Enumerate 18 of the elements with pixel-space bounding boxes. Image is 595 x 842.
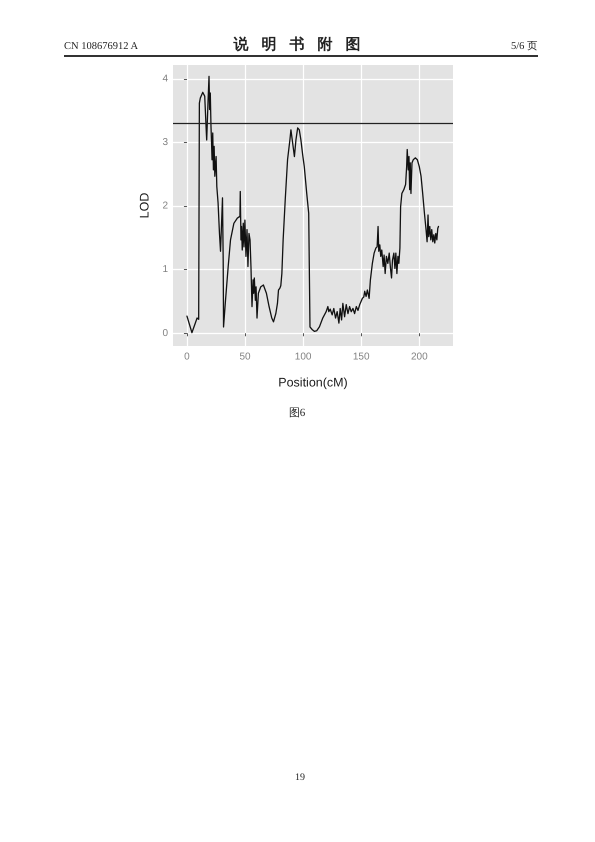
y-tick-label: 4 — [162, 73, 168, 84]
y-axis-title: LOD — [138, 192, 152, 218]
x-axis-title: Position(cM) — [278, 376, 348, 390]
x-tick-label: 0 — [184, 352, 190, 362]
x-tick-label: 100 — [294, 352, 312, 362]
text: 19 — [294, 771, 306, 784]
x-tick-label: 150 — [352, 352, 370, 362]
x-tick-label: 200 — [410, 352, 428, 362]
text: CN 108676912 A — [64, 40, 138, 53]
text: 5/6 页 — [510, 40, 538, 53]
chart-title: 说明书附图 — [232, 36, 374, 54]
y-tick-label: 3 — [162, 137, 168, 148]
y-tick-label: 0 — [162, 328, 168, 339]
caption: 图6 — [288, 406, 306, 420]
x-tick-label: 50 — [239, 352, 252, 362]
y-tick-label: 1 — [162, 264, 168, 276]
y-tick-label: 2 — [162, 200, 168, 212]
line-series — [186, 76, 440, 334]
